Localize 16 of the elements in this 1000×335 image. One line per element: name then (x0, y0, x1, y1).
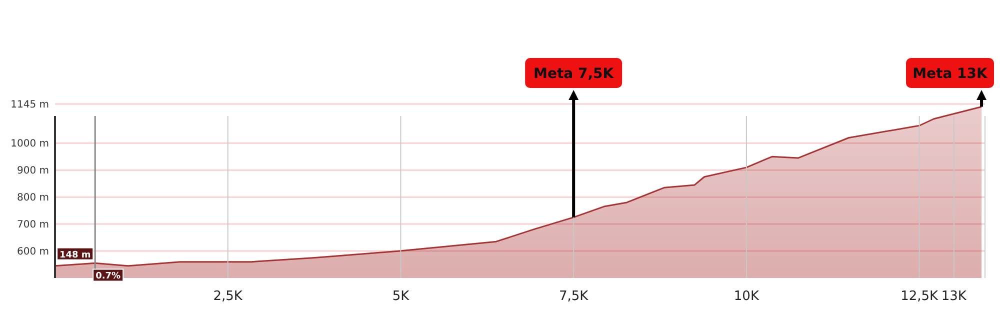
x-tick-label: 5K (392, 289, 410, 304)
y-tick-label: 700 m (16, 220, 49, 231)
annotation: 0.7% (96, 272, 121, 282)
annotation: Meta 7,5K (534, 66, 615, 82)
x-tick-label: 12,5K (900, 289, 939, 304)
y-tick-label: 1145 m (10, 100, 49, 111)
annotation: 148 m (59, 250, 91, 260)
y-tick-label: 800 m (16, 192, 49, 204)
y-tick-label: 600 m (16, 246, 49, 258)
x-tick-label: 10K (734, 289, 760, 304)
x-tick-label: 7,5K (558, 289, 589, 304)
x-tick-label: 13K (941, 289, 967, 304)
y-tick-label: 900 m (16, 166, 49, 177)
y-tick-label: 1000 m (10, 138, 49, 150)
annotation: Meta 13K (912, 66, 989, 82)
x-tick-label: 2,5K (213, 289, 243, 304)
